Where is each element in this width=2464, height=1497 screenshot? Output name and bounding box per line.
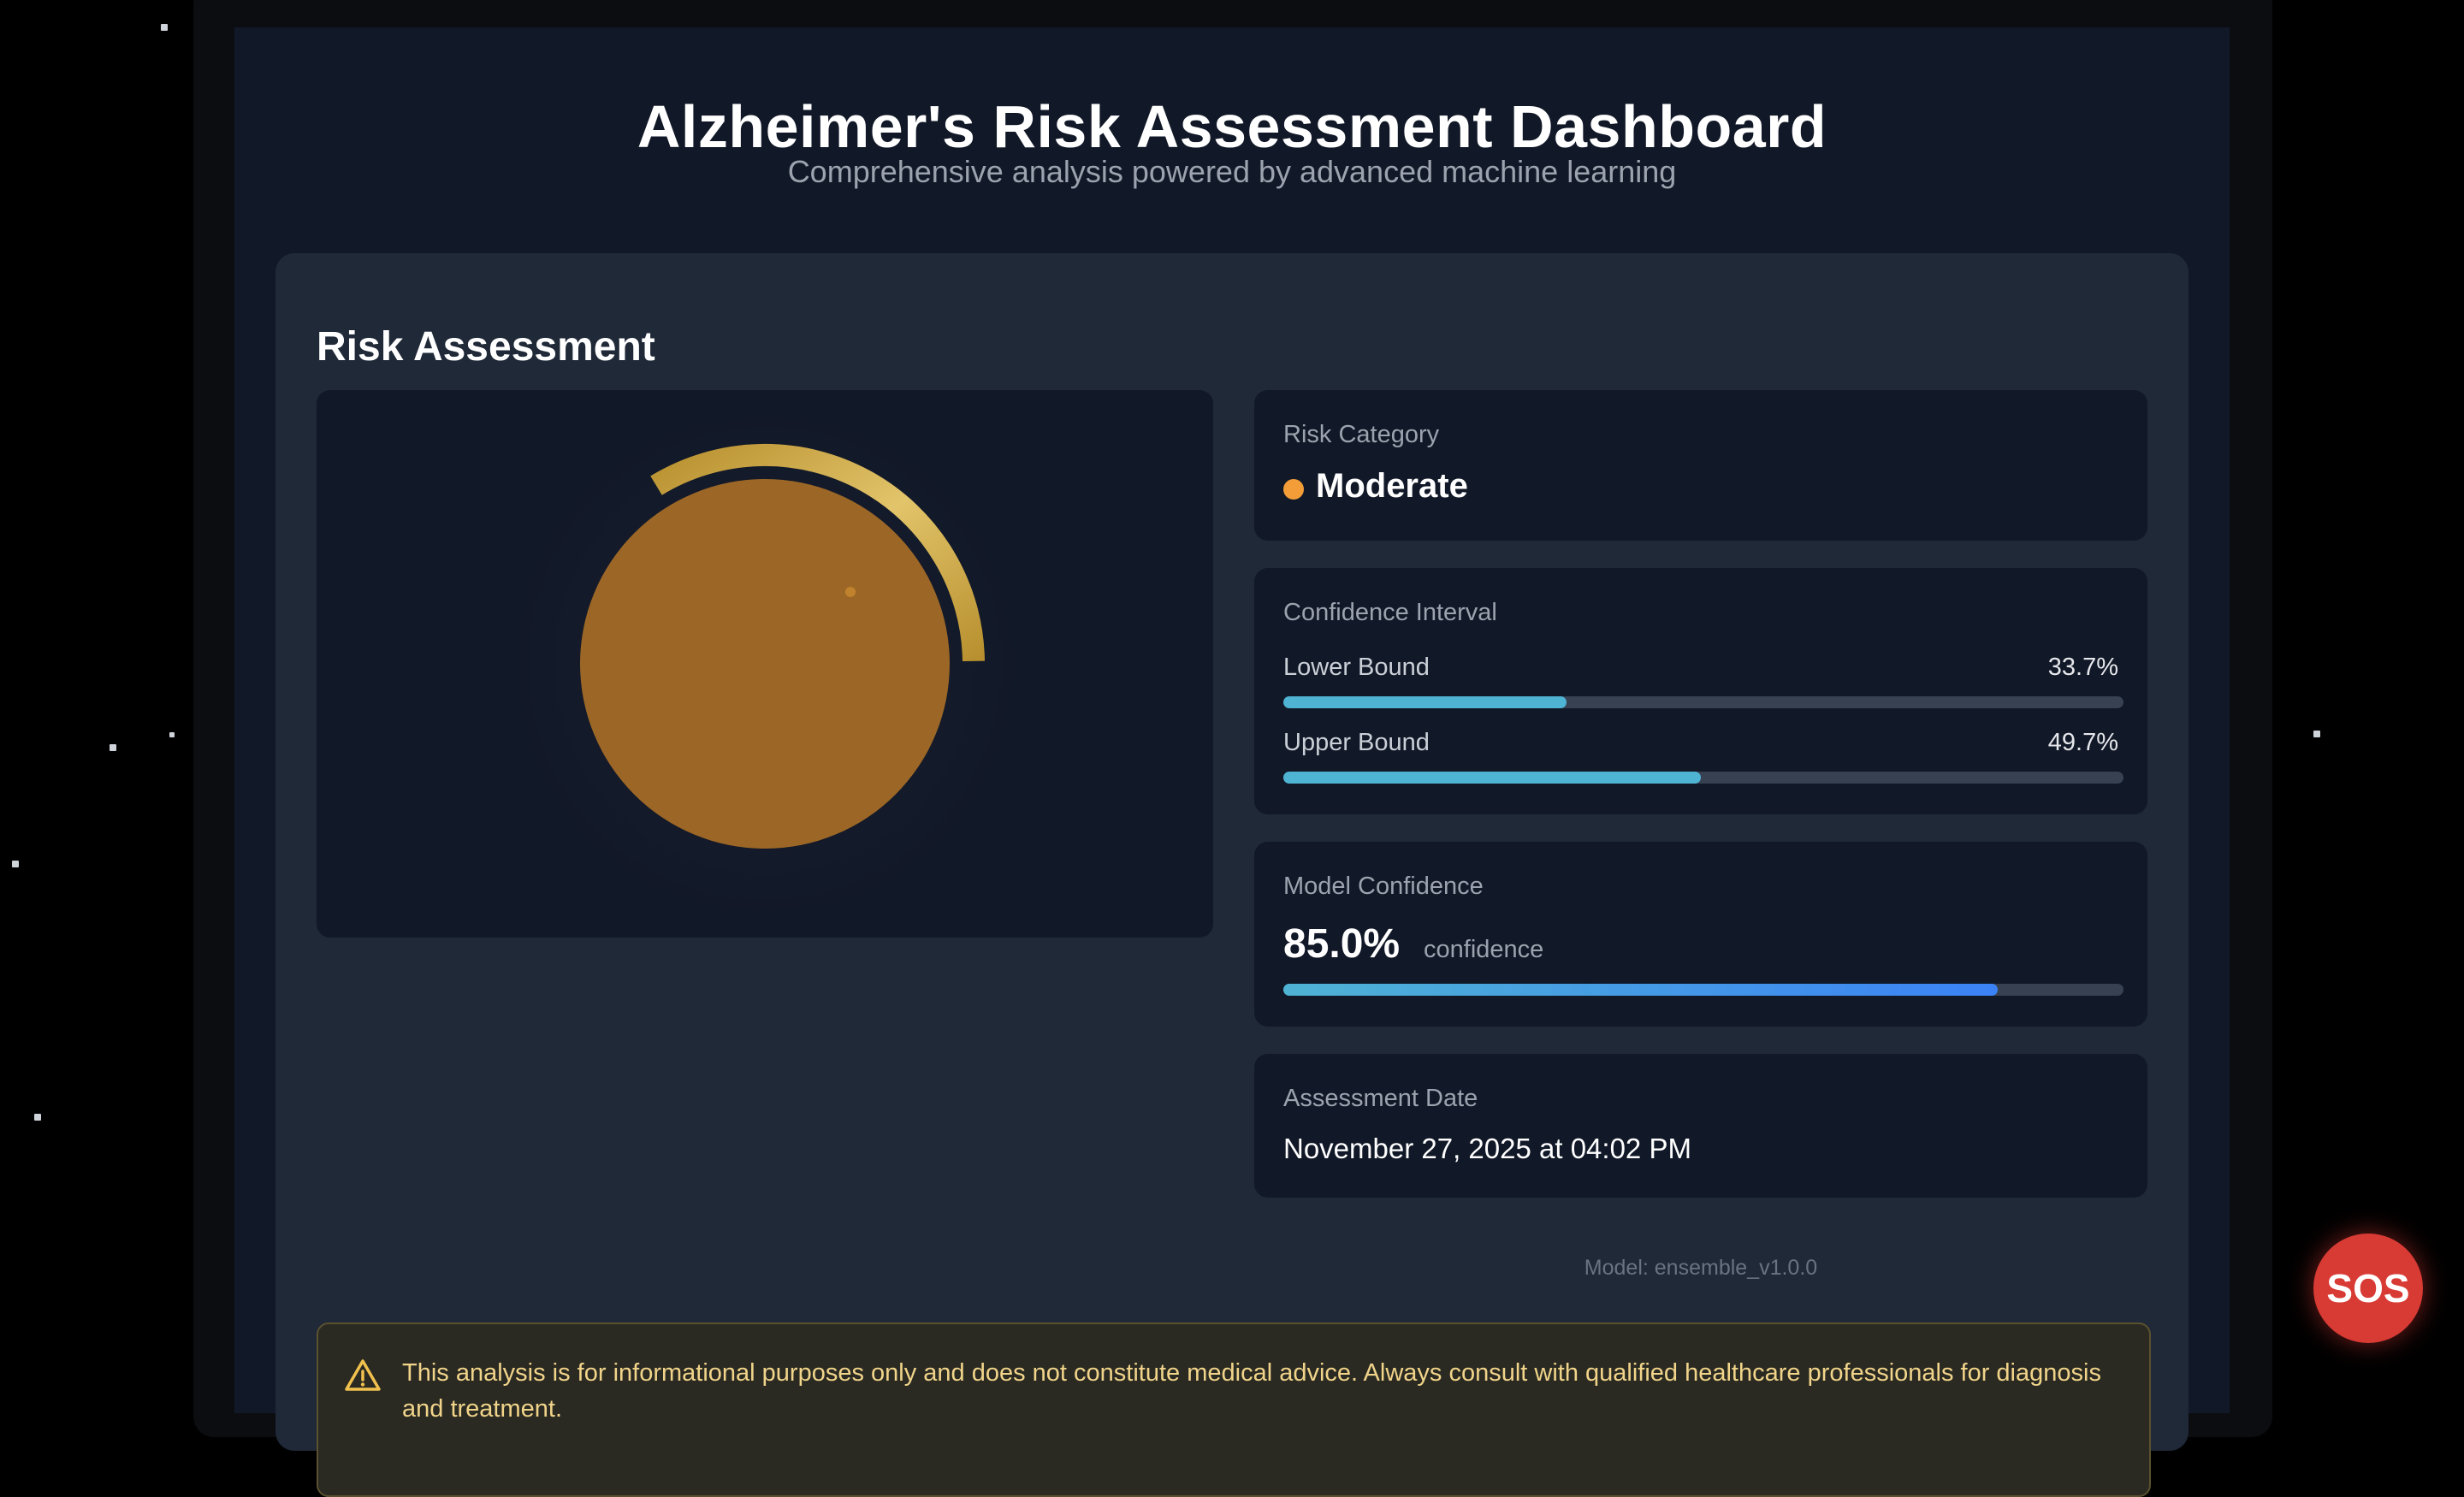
orb-highlight xyxy=(845,587,856,597)
lower-bound-value: 33.7% xyxy=(2047,654,2118,681)
risk-assessment-card: Risk Assessment xyxy=(275,253,2189,1497)
risk-category-value: Moderate xyxy=(1316,467,1468,505)
risk-gauge-svg xyxy=(508,407,1022,920)
upper-bound-fill xyxy=(1283,772,1702,784)
disclaimer-banner: This analysis is for informational purpo… xyxy=(317,1322,2151,1497)
risk-status-dot xyxy=(1283,479,1304,500)
card-title: Risk Assessment xyxy=(317,324,655,370)
risk-orb xyxy=(580,479,950,849)
model-confidence-fill xyxy=(1283,984,1998,996)
assessment-date-label: Assessment Date xyxy=(1283,1085,1478,1112)
upper-bound-value: 49.7% xyxy=(2047,729,2118,756)
warning-icon xyxy=(345,1359,381,1391)
model-confidence-track xyxy=(1283,984,2123,996)
background-star xyxy=(161,24,168,31)
risk-gauge-arc xyxy=(650,443,985,661)
lower-bound-fill xyxy=(1283,696,1567,708)
lower-bound-track xyxy=(1283,696,2123,708)
background-star xyxy=(12,861,19,867)
disclaimer-text: This analysis is for informational purpo… xyxy=(402,1359,2101,1423)
risk-category-label: Risk Category xyxy=(1283,421,1440,448)
risk-category-panel: Risk Category Moderate xyxy=(1254,390,2147,541)
risk-gauge-visual xyxy=(317,390,1213,938)
model-confidence-panel: Model Confidence 85.0% confidence xyxy=(1254,842,2147,1027)
model-version: Model: ensemble_v1.0.0 xyxy=(1584,1256,1818,1280)
model-confidence-unit: confidence xyxy=(1424,936,1544,963)
background-star xyxy=(34,1114,41,1121)
upper-bound-label: Upper Bound xyxy=(1283,729,1430,756)
assessment-date-value: November 27, 2025 at 04:02 PM xyxy=(1283,1133,1691,1164)
model-confidence-label: Model Confidence xyxy=(1283,873,1484,900)
page-subtitle: Comprehensive analysis powered by advanc… xyxy=(787,154,1677,189)
confidence-interval-panel: Confidence Interval Lower Bound 33.7% Up… xyxy=(1254,568,2147,814)
upper-bound-track xyxy=(1283,772,2123,784)
background-star xyxy=(169,732,175,737)
model-confidence-value: 85.0% xyxy=(1283,921,1401,967)
lower-bound-label: Lower Bound xyxy=(1283,654,1430,681)
background-star xyxy=(110,744,116,751)
page-title: Alzheimer's Risk Assessment Dashboard xyxy=(637,93,1827,160)
confidence-interval-label: Confidence Interval xyxy=(1283,599,1497,626)
dashboard-page: Alzheimer's Risk Assessment Dashboard Co… xyxy=(234,27,2230,1497)
background-star xyxy=(2313,731,2320,737)
assessment-date-panel: Assessment Date November 27, 2025 at 04:… xyxy=(1254,1054,2147,1198)
sos-button[interactable]: SOS xyxy=(2313,1234,2423,1343)
